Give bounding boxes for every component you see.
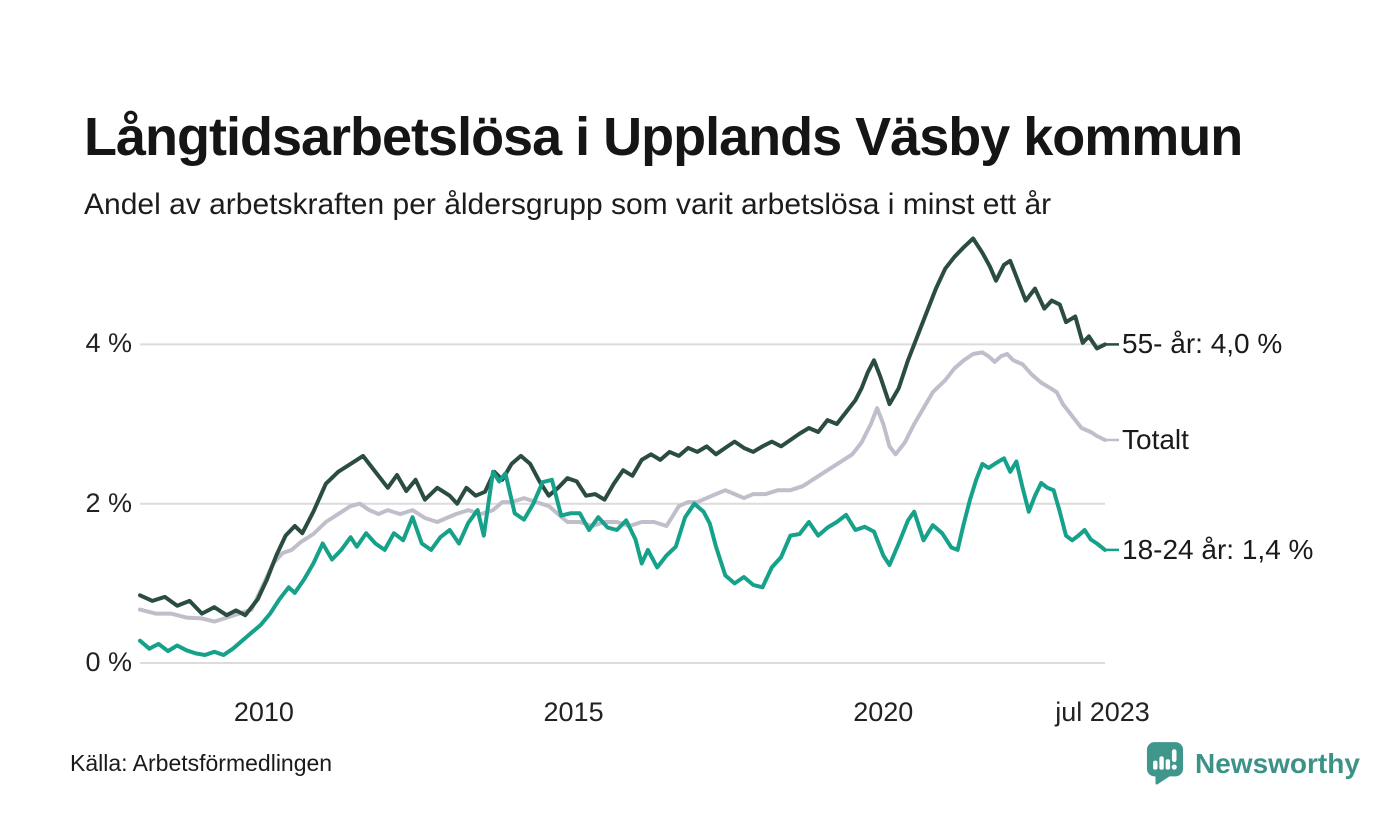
y-axis-tick-label: 2 % (85, 487, 132, 518)
series-line-55-ar (138, 236, 1107, 618)
y-axis-tick-label: 0 % (85, 646, 132, 677)
source-caption: Källa: Arbetsförmedlingen (70, 750, 333, 776)
chart-title: Långtidsarbetslösa i Upplands Väsby komm… (84, 107, 1243, 168)
y-axis-tick-label: 4 % (85, 328, 132, 359)
line-end-label-totalt: Totalt (1122, 423, 1189, 455)
x-axis-tick-label: 2015 (543, 697, 604, 727)
newsworthy-logo-icon (1146, 742, 1184, 785)
x-axis-tick-label: 2020 (853, 697, 914, 727)
x-axis-tick-label: jul 2023 (1055, 697, 1150, 727)
line-end-label-18-24-ar: 18-24 år: 1,4 % (1122, 533, 1314, 565)
newsworthy-logo[interactable]: Newsworthy (1146, 741, 1360, 786)
series-line-totalt (138, 350, 1107, 624)
series-line-18-24-ar (138, 456, 1107, 657)
newsworthy-logo-text: Newsworthy (1195, 747, 1360, 779)
line-end-label-55-ar: 55- år: 4,0 % (1122, 328, 1283, 360)
x-axis-tick-label: 2010 (233, 697, 294, 727)
chart-subtitle: Andel av arbetskraften per åldersgrupp s… (84, 188, 1052, 221)
